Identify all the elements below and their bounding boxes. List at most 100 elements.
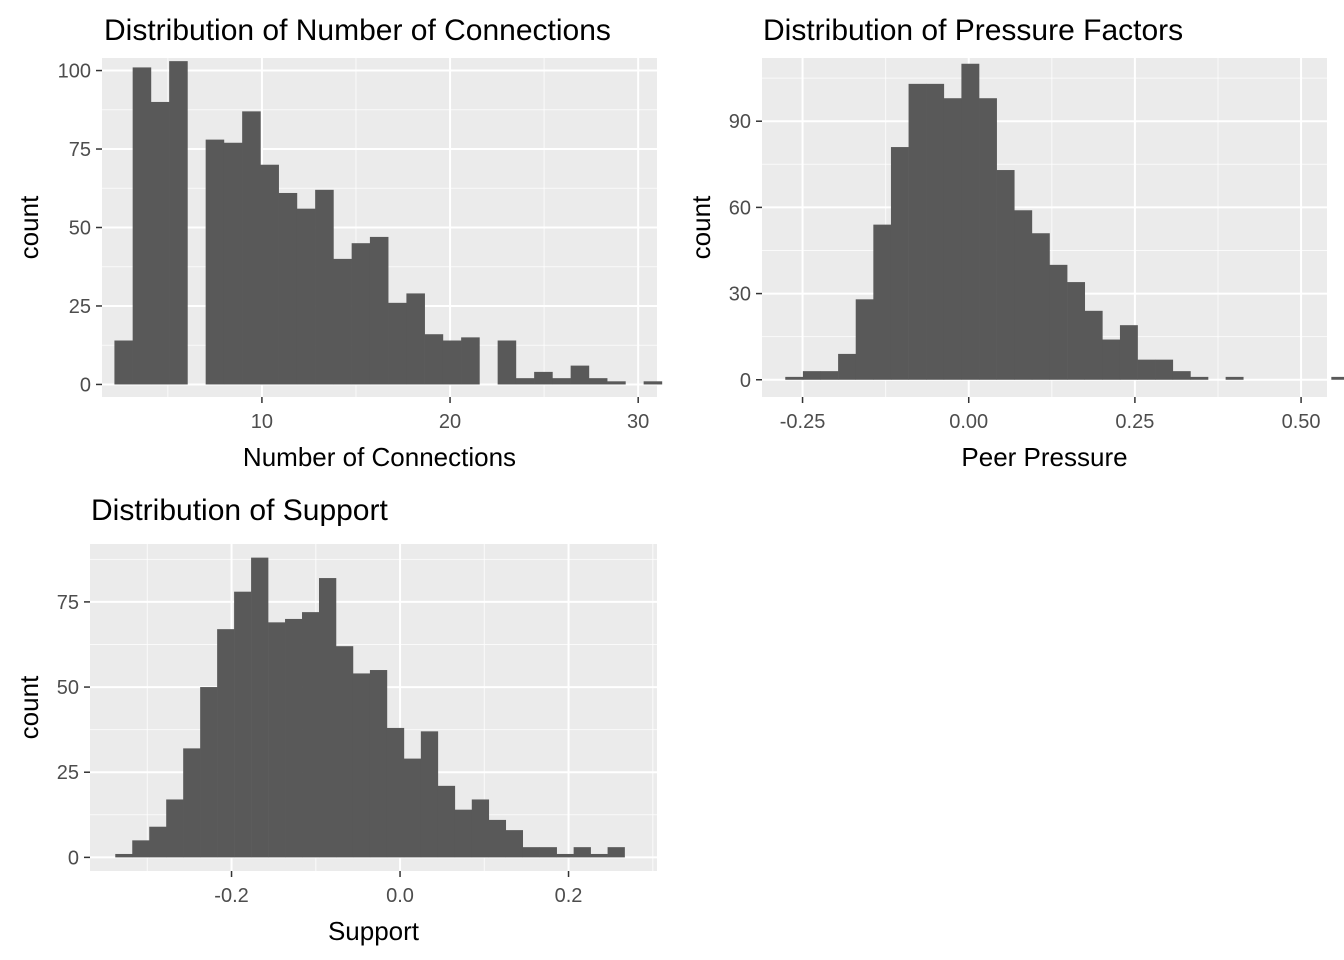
histogram-bar: [285, 618, 303, 858]
histogram-bar: [333, 258, 352, 385]
histogram-bar: [573, 847, 591, 858]
histogram-bar: [534, 371, 553, 385]
x-tick-label: -0.2: [214, 885, 248, 907]
histogram-bar: [205, 139, 225, 385]
x-tick-label: 0.00: [949, 411, 988, 433]
histogram-bar: [268, 622, 286, 858]
y-tick-label: 30: [729, 284, 751, 306]
histogram-bar: [318, 578, 337, 858]
histogram-bar: [132, 67, 152, 385]
histogram-bar: [183, 748, 201, 858]
histogram-bar: [335, 646, 354, 858]
histogram-bar: [570, 365, 590, 385]
histogram-bar: [1067, 282, 1086, 380]
histogram-bar: [260, 164, 279, 385]
y-tick-label: 75: [69, 139, 91, 161]
histogram-bar: [1137, 359, 1156, 380]
histogram-bar: [1155, 359, 1174, 380]
y-tick-label: 90: [729, 111, 751, 133]
x-tick-label: 10: [251, 411, 273, 433]
y-tick-label: 25: [57, 762, 79, 784]
x-axis-title: Number of Connections: [243, 442, 516, 472]
histogram-bar: [607, 381, 626, 385]
histogram-panel-3: -0.2 0.0 0.2 0 25 50 75 Distribution of Support…: [14, 494, 657, 946]
histogram-bar: [607, 847, 625, 858]
histogram-bar: [296, 208, 316, 385]
histogram-bar: [961, 63, 980, 380]
chart-title: Distribution of Pressure Factors: [763, 14, 1183, 47]
chart-title: Distribution of Number of Connections: [104, 14, 611, 47]
histogram-bar: [1331, 376, 1344, 380]
histogram-bar: [785, 376, 804, 380]
histogram-bar: [315, 189, 334, 385]
x-tick-label: -0.25: [780, 411, 826, 433]
histogram-bar: [1190, 376, 1209, 380]
histogram-bar: [369, 670, 388, 858]
histogram-bar: [234, 591, 252, 858]
histogram-bar: [1225, 376, 1244, 380]
x-tick-label: 0.50: [1282, 411, 1321, 433]
axes: -0.2 0.0 0.2 0 25 50 75: [57, 592, 583, 907]
axes: -0.25 0.00 0.25 0.50 0 30 60 90: [729, 111, 1321, 433]
histogram-bar: [890, 147, 909, 380]
y-tick-label: 25: [69, 296, 91, 318]
histogram-bar: [149, 826, 167, 858]
histogram-panel-2: -0.25 0.00 0.25 0.50 0 30 60 90 Distribution of …: [686, 14, 1344, 472]
histogram-bar: [522, 847, 540, 858]
histogram-bar: [979, 98, 997, 380]
histogram-bar: [403, 758, 422, 858]
y-tick-label: 0: [80, 374, 91, 396]
x-tick-label: 0.0: [386, 885, 414, 907]
histogram-bar: [556, 853, 574, 858]
histogram-bar: [200, 687, 218, 858]
y-tick-label: 50: [69, 218, 91, 240]
histogram-bar: [1049, 264, 1068, 380]
y-tick-label: 50: [57, 677, 79, 699]
histogram-bar: [388, 302, 407, 385]
y-tick-label: 0: [740, 370, 751, 392]
y-axis-title: count: [14, 675, 44, 739]
histogram-bar: [169, 61, 188, 385]
histogram-bar: [996, 170, 1015, 380]
histogram-bar: [150, 101, 170, 385]
y-axis-title: count: [686, 195, 716, 259]
x-tick-label: 20: [439, 411, 461, 433]
histogram-bar: [943, 98, 962, 380]
histogram-bar: [488, 819, 507, 858]
y-tick-label: 75: [57, 592, 79, 614]
histogram-bar: [926, 83, 945, 380]
histogram-bar: [386, 727, 405, 858]
y-tick-label: 0: [68, 847, 79, 869]
histogram-bar: [442, 340, 462, 385]
histogram-bar: [278, 192, 298, 385]
histogram-bar: [1102, 339, 1121, 380]
histogram-panel-1: 10 20 30 0 25 50 75 100 Distribution of Number o…: [14, 14, 663, 472]
histogram-bar: [242, 111, 261, 385]
histogram-bars: [115, 557, 625, 858]
histogram-bar: [855, 299, 874, 380]
histogram-bar: [351, 243, 371, 385]
histogram-bar: [424, 334, 444, 385]
histogram-bar: [437, 785, 456, 858]
histogram-bar: [588, 378, 608, 385]
axes: 10 20 30 0 25 50 75 100: [58, 61, 650, 433]
histogram-bar: [406, 293, 425, 385]
histogram-bar: [515, 378, 535, 385]
histogram-bars: [785, 63, 1344, 380]
histogram-bar: [820, 371, 839, 380]
histogram-bar: [1084, 310, 1103, 380]
histogram-bar: [132, 840, 150, 858]
histogram-bar: [115, 853, 133, 858]
histogram-bar: [539, 847, 557, 858]
histogram-bar: [166, 799, 184, 858]
y-tick-label: 100: [58, 61, 91, 83]
y-axis-title: count: [14, 195, 44, 259]
x-axis-title: Peer Pressure: [961, 442, 1127, 472]
histogram-bar: [302, 612, 320, 858]
histogram-bars: [114, 61, 663, 385]
histogram-bar: [802, 371, 821, 380]
histogram-bar: [590, 853, 608, 858]
histogram-bar: [420, 731, 439, 858]
histogram-bar: [497, 340, 517, 385]
